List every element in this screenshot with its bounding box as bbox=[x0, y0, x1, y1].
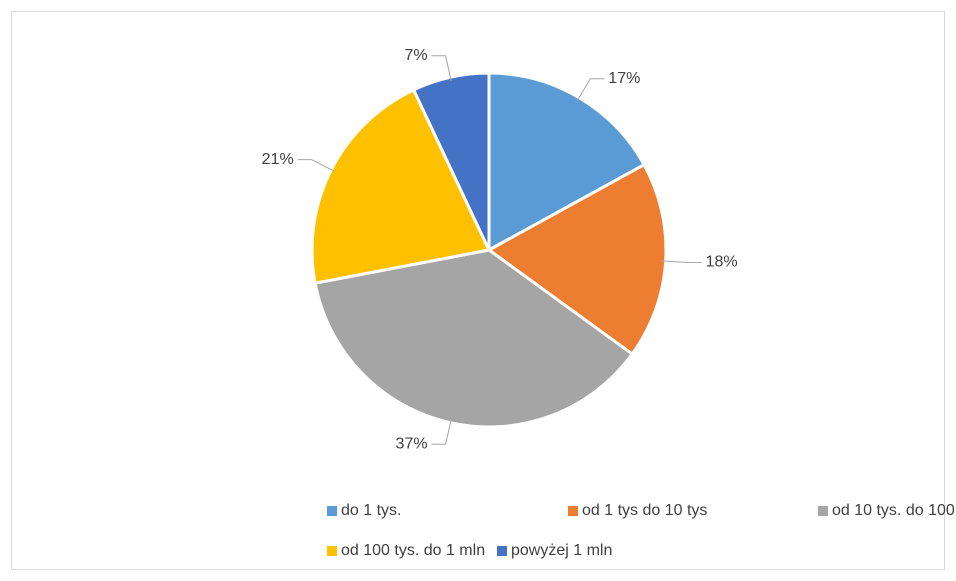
leader-line bbox=[431, 418, 452, 445]
leader-line bbox=[297, 159, 336, 172]
data-label: 21% bbox=[262, 151, 294, 168]
legend-label: od 100 tys. do 1 mln bbox=[341, 542, 485, 559]
data-label: 17% bbox=[608, 70, 640, 87]
data-label: 18% bbox=[706, 254, 738, 271]
legend-swatch bbox=[327, 506, 337, 516]
legend-label: powyżej 1 mln bbox=[511, 542, 612, 559]
legend-swatch bbox=[568, 506, 578, 516]
data-label: 37% bbox=[396, 435, 428, 452]
leader-line bbox=[431, 55, 452, 82]
leader-line bbox=[576, 78, 605, 102]
data-label: 7% bbox=[404, 47, 427, 64]
legend-label: od 10 tys. do 100 tys. bbox=[832, 502, 956, 519]
legend-swatch bbox=[818, 506, 828, 516]
legend-label: od 1 tys do 10 tys bbox=[582, 502, 707, 519]
leader-line bbox=[661, 260, 702, 263]
legend-swatch bbox=[497, 546, 507, 556]
legend-swatch bbox=[327, 546, 337, 556]
legend-label: do 1 tys. bbox=[341, 502, 401, 519]
